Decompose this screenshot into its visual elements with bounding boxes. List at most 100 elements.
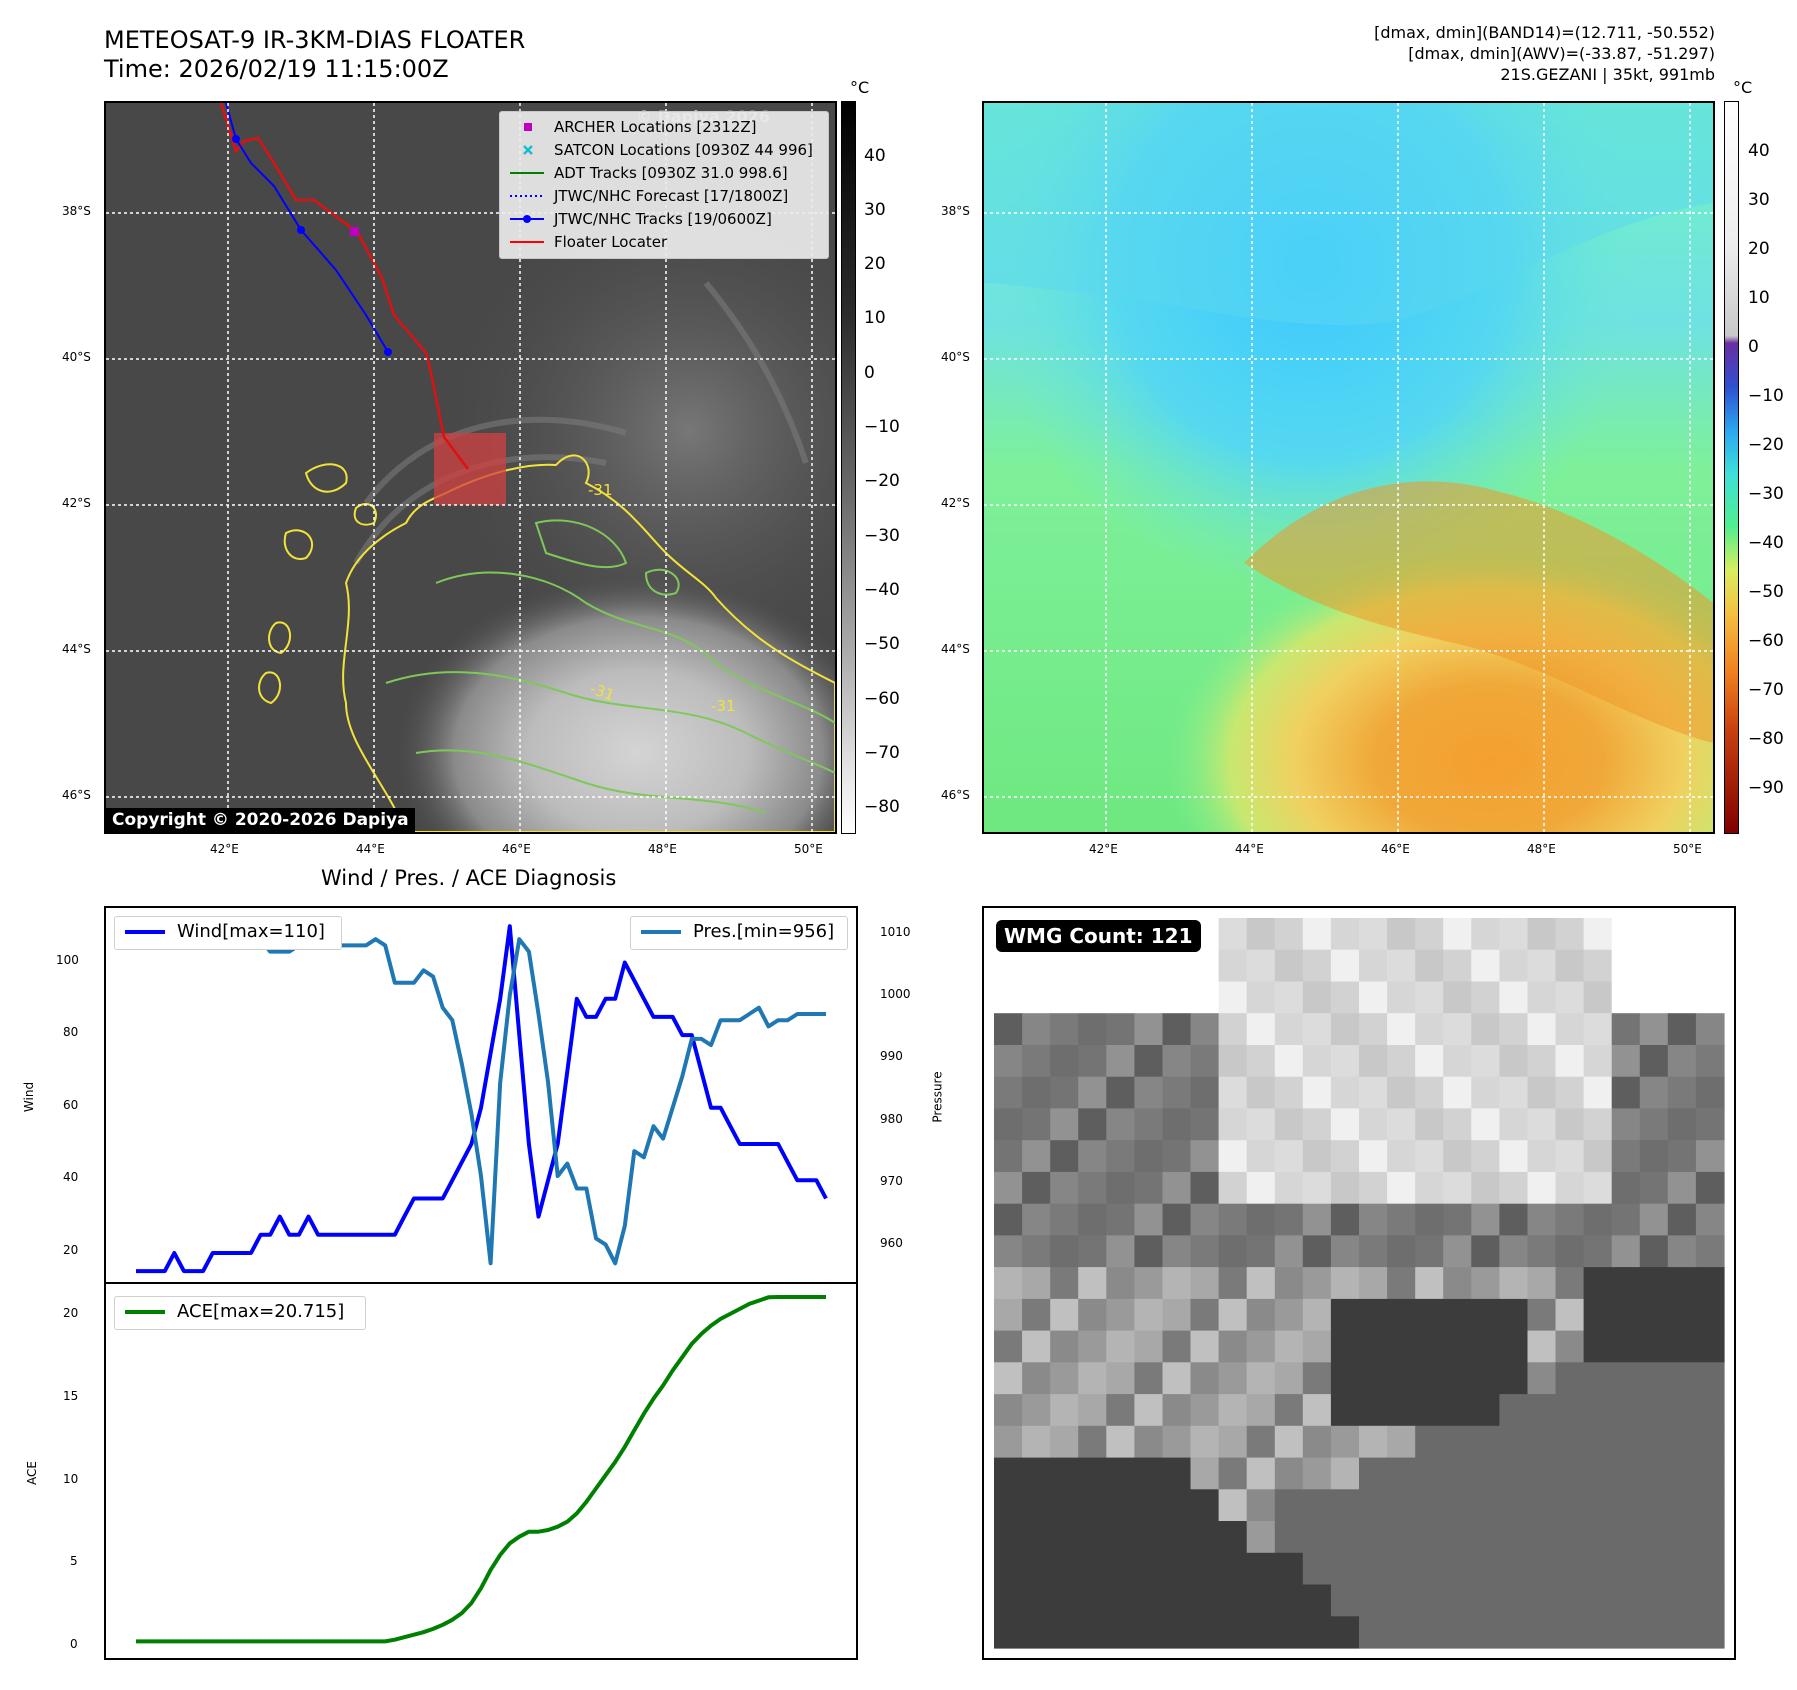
wmg-cell: [1667, 1457, 1697, 1490]
wind-tick: 100: [56, 953, 79, 967]
wmg-cell: [1387, 981, 1416, 1014]
wmg-cell: [1527, 1140, 1557, 1173]
wmg-cell: [1274, 1584, 1304, 1617]
wmg-cell: [1611, 1203, 1641, 1236]
wmg-cell: [1330, 1616, 1360, 1649]
wmg-cell: [1471, 1489, 1500, 1522]
wmg-cell: [1302, 1235, 1332, 1268]
wmg-cell: [1106, 1362, 1135, 1395]
wmg-cell: [1527, 1203, 1557, 1236]
wmg-cell: [1583, 1171, 1613, 1205]
wmg-cell: [1246, 1489, 1276, 1522]
wmg-cell: [1106, 1171, 1135, 1205]
wmg-cell: [1330, 1584, 1360, 1617]
wmg-cell: [1246, 1045, 1276, 1078]
wv-lon-label-46: 46°E: [1381, 842, 1410, 856]
wmg-cell: [1190, 1330, 1220, 1363]
wmg-cell: [1134, 1140, 1164, 1173]
wmg-cell: [1583, 1394, 1613, 1427]
x-marker-icon: [510, 141, 544, 159]
wmg-cell: [1106, 1108, 1135, 1141]
wmg-cell: [1443, 1362, 1472, 1395]
wmg-cell: [1218, 1552, 1248, 1586]
wmg-cell: [1555, 1045, 1585, 1078]
wmg-cell: [1274, 1330, 1304, 1363]
wmg-cell: [1078, 1108, 1107, 1141]
wmg-cell: [1218, 1457, 1248, 1490]
wmg-cell: [1022, 1489, 1051, 1522]
wmg-cell: [1499, 1203, 1529, 1236]
wmg-cell: [994, 1108, 1023, 1141]
wmg-cell: [1022, 1521, 1051, 1554]
wmg-cell: [1583, 1108, 1613, 1141]
wmg-cell: [1639, 949, 1669, 982]
wmg-cell: [1106, 1521, 1135, 1554]
ir-cb-label: 10: [864, 308, 886, 328]
wmg-cell: [1190, 1013, 1220, 1046]
wmg-cell: [1471, 1584, 1500, 1617]
wmg-cell: [1611, 1521, 1641, 1554]
wmg-cell: [1611, 918, 1641, 951]
wmg-cell: [1387, 1584, 1416, 1617]
wmg-cell: [1246, 1203, 1276, 1236]
wmg-cell: [1443, 1330, 1472, 1363]
wmg-cell: [1667, 1235, 1697, 1268]
wmg-cell: [1499, 1076, 1529, 1109]
wmg-cell: [1555, 1298, 1585, 1332]
wmg-cell: [1415, 1076, 1444, 1109]
wmg-cell: [1302, 1298, 1332, 1332]
wmg-cell: [1162, 1552, 1192, 1586]
wmg-cell: [1022, 1013, 1051, 1046]
wmg-cell: [1078, 1616, 1107, 1649]
wmg-cell: [1499, 1521, 1529, 1554]
wmg-cell: [994, 949, 1023, 982]
wmg-cell: [1695, 1108, 1725, 1141]
wmg-cell: [1246, 1521, 1276, 1554]
pres-tick: 980: [880, 1112, 903, 1126]
wmg-cell: [1022, 1552, 1051, 1586]
wmg-cell: [1611, 1013, 1641, 1046]
wmg-cell: [1106, 1013, 1135, 1046]
wmg-cell: [1415, 1045, 1444, 1078]
wmg-cell: [1134, 1489, 1164, 1522]
wmg-cell: [1162, 1521, 1192, 1554]
wmg-cell: [1611, 1298, 1641, 1332]
wmg-cell: [1134, 1457, 1164, 1490]
wmg-cell: [1443, 1171, 1472, 1205]
wmg-cell: [1471, 1425, 1500, 1459]
wmg-cell: [1359, 1394, 1388, 1427]
ace-tick: 15: [63, 1389, 79, 1403]
wmg-cell: [1527, 1235, 1557, 1268]
wmg-cell: [1667, 1267, 1697, 1300]
wmg-cell: [1471, 1521, 1500, 1554]
wmg-cell: [1274, 949, 1304, 982]
wmg-cell: [1611, 949, 1641, 982]
wmg-cell: [1583, 1425, 1613, 1459]
wmg-cell: [1106, 1076, 1135, 1109]
wmg-cell: [1555, 1171, 1585, 1205]
wmg-cell: [1162, 1045, 1192, 1078]
wmg-cell: [1471, 1616, 1500, 1649]
wmg-cell: [1274, 981, 1304, 1014]
wmg-cell: [1078, 1362, 1107, 1395]
wv-cb-label: −60: [1748, 631, 1784, 651]
wmg-cell: [1359, 1330, 1388, 1363]
wmg-cell: [1246, 1552, 1276, 1586]
wmg-cell: [1387, 1489, 1416, 1522]
wmg-cell: [1078, 1076, 1107, 1109]
ir-lon-label-50: 50°E: [794, 842, 823, 856]
wmg-cell: [1611, 1489, 1641, 1522]
wmg-cell: [1611, 1171, 1641, 1205]
wmg-cell: [1050, 981, 1079, 1014]
wmg-cell: [1274, 1616, 1304, 1649]
wmg-cell: [1359, 1362, 1388, 1395]
wmg-cell: [1162, 1616, 1192, 1649]
wv-cb-label: 10: [1748, 288, 1770, 308]
wmg-cell: [1302, 1140, 1332, 1173]
wmg-cell: [1359, 1235, 1388, 1268]
wmg-cell: [1639, 1330, 1669, 1363]
wmg-cell: [994, 1203, 1023, 1236]
wmg-cell: [1387, 1140, 1416, 1173]
ir-lat-label-38: 38°S: [62, 204, 91, 218]
wmg-cell: [1190, 1076, 1220, 1109]
